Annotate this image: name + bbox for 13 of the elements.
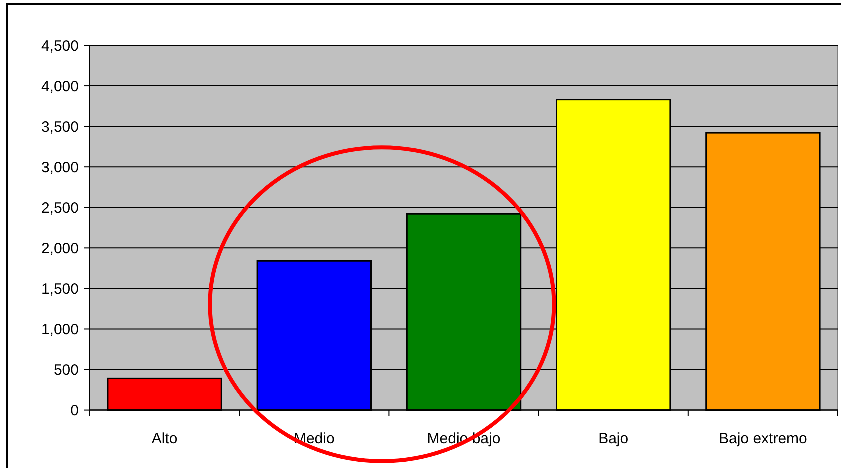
y-tick-label: 1,000	[41, 321, 79, 338]
x-tick-label: Alto	[152, 430, 178, 448]
x-tick-label: Bajo extremo	[719, 430, 808, 448]
y-tick-label: 4,500	[41, 38, 79, 55]
y-tick-label: 4,000	[41, 78, 79, 96]
y-tick-label: 0	[70, 402, 79, 420]
x-tick-label: Bajo	[598, 430, 629, 448]
y-tick-label: 2,500	[41, 200, 79, 217]
y-tick-label: 3,000	[41, 159, 79, 176]
y-tick-label: 1,500	[41, 280, 79, 298]
y-tick-label: 3,500	[41, 118, 79, 136]
y-tick-label: 500	[54, 362, 79, 380]
y-tick-label: 2,000	[41, 240, 79, 258]
